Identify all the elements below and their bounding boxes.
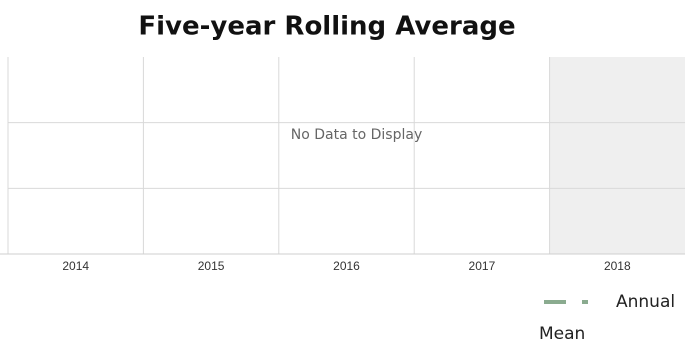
x-tick-label: 2014 xyxy=(62,259,89,273)
legend: Annual Mean xyxy=(539,286,685,350)
page: Five-year Rolling Average 2014 2015 2016 20… xyxy=(0,11,685,344)
chart-title: Five-year Rolling Average xyxy=(138,12,515,42)
no-data-message: No Data to Display xyxy=(291,127,422,143)
x-tick-label: 2016 xyxy=(333,259,360,273)
legend-label: Annual Mean xyxy=(539,292,676,344)
x-tick-label: 2017 xyxy=(469,259,496,273)
chart: Five-year Rolling Average 2014 2015 2016 20… xyxy=(0,12,685,273)
x-tick-label: 2015 xyxy=(198,259,225,273)
legend-swatch xyxy=(544,300,592,304)
x-tick-label: 2018 xyxy=(604,259,631,273)
shaded-band xyxy=(549,57,685,254)
